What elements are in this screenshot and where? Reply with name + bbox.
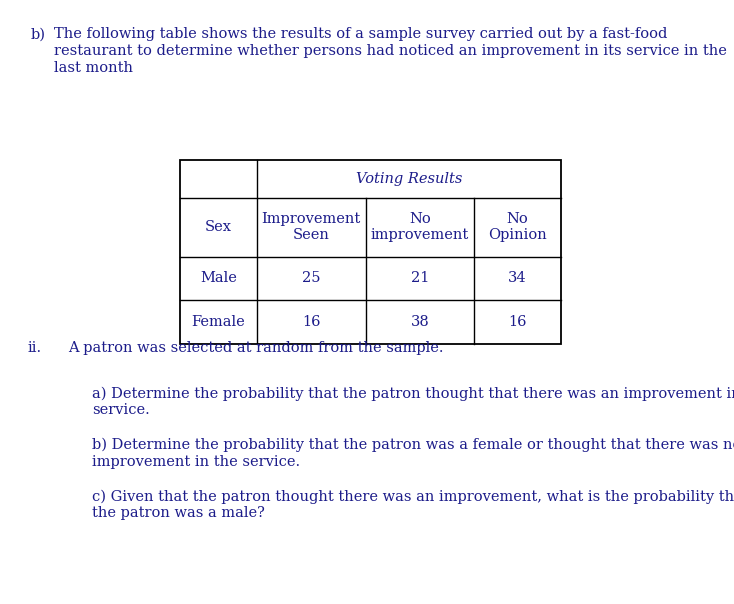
Text: The following table shows the results of a sample survey carried out by a fast-f: The following table shows the results of… (54, 27, 668, 41)
Text: a) Determine the probability that the patron thought that there was an improveme: a) Determine the probability that the pa… (92, 387, 734, 401)
Text: the patron was a male?: the patron was a male? (92, 506, 265, 520)
Text: 38: 38 (410, 315, 429, 329)
Text: 16: 16 (302, 315, 321, 329)
Text: Female: Female (192, 315, 245, 329)
Text: A patron was selected at random from the sample.: A patron was selected at random from the… (68, 341, 444, 355)
Text: 25: 25 (302, 271, 321, 286)
Text: restaurant to determine whether persons had noticed an improvement in its servic: restaurant to determine whether persons … (54, 44, 727, 58)
Text: b) Determine the probability that the patron was a female or thought that there : b) Determine the probability that the pa… (92, 438, 734, 452)
Text: Sex: Sex (205, 220, 232, 234)
Text: 16: 16 (508, 315, 527, 329)
Bar (180, 160, 561, 344)
Text: No
Opinion: No Opinion (488, 212, 547, 242)
Text: 34: 34 (508, 271, 527, 286)
Text: Male: Male (200, 271, 237, 286)
Text: service.: service. (92, 403, 150, 417)
Text: c) Given that the patron thought there was an improvement, what is the probabili: c) Given that the patron thought there w… (92, 489, 734, 504)
Text: ii.: ii. (28, 341, 42, 355)
Text: No
improvement: No improvement (371, 212, 469, 242)
Text: improvement in the service.: improvement in the service. (92, 455, 300, 469)
Text: b): b) (31, 27, 46, 41)
Text: Voting Results: Voting Results (356, 172, 462, 186)
Text: 21: 21 (410, 271, 429, 286)
Text: Improvement
Seen: Improvement Seen (261, 212, 361, 242)
Text: last month: last month (54, 61, 134, 75)
